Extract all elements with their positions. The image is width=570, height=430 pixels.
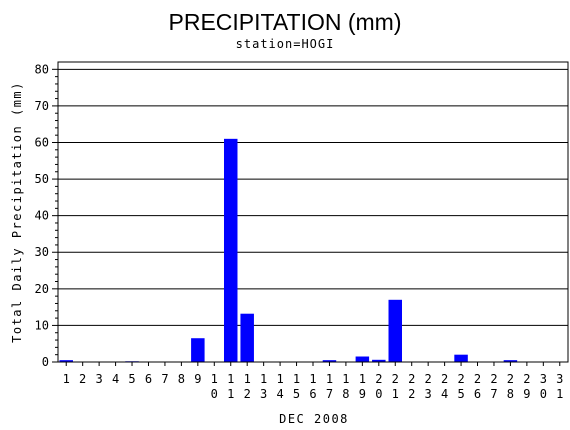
bar-day-19	[355, 356, 370, 362]
bar-day-25	[454, 354, 468, 362]
x-tick-label: 3	[96, 372, 103, 386]
x-tick-label: 5	[128, 372, 135, 386]
bar-day-1	[59, 360, 73, 362]
x-tick-label: 6	[145, 372, 152, 386]
y-axis-ticks: 0 10 20 30 40 50 60 70 80	[35, 62, 58, 369]
x-axis-ticks: 1 2 3 4 5 6 7 8 9 1 01 11 21 31 41 51 61 71 81 92 02 12 22 32 42…	[63, 362, 563, 401]
chart-subtitle: station=HOGI	[236, 37, 335, 51]
x-tick-label: 7	[161, 372, 168, 386]
y-tick-label: 0	[42, 355, 49, 369]
bar-day-21	[388, 299, 403, 362]
plot-frame	[57, 61, 569, 363]
x-tick-label: 8	[178, 372, 185, 386]
bar-day-20	[372, 359, 386, 362]
bar-day-12	[240, 313, 254, 362]
y-tick-label: 70	[35, 99, 49, 113]
y-tick-label: 30	[35, 245, 49, 259]
x-tick-label: 9	[194, 372, 201, 386]
bar-series	[59, 138, 518, 362]
y-tick-label: 20	[35, 282, 49, 296]
grid-lines	[58, 68, 568, 326]
y-tick-label: 80	[35, 62, 49, 76]
x-axis-label: DEC 2008	[279, 412, 349, 426]
y-tick-label: 50	[35, 172, 49, 186]
y-tick-label: 40	[35, 209, 49, 223]
y-tick-label: 10	[35, 318, 49, 332]
bar-day-28	[503, 360, 518, 362]
x-tick-label: 1	[63, 372, 70, 386]
bar-day-17	[322, 360, 337, 362]
x-tick-label: 4	[112, 372, 119, 386]
bar-day-9	[191, 338, 205, 362]
y-axis-label: Total Daily Precipitation (mm)	[10, 81, 24, 343]
chart-title: PRECIPITATION (mm)	[169, 9, 402, 35]
bar-day-11	[223, 138, 238, 362]
y-tick-label: 60	[35, 135, 49, 149]
x-tick-label: 2	[79, 372, 86, 386]
